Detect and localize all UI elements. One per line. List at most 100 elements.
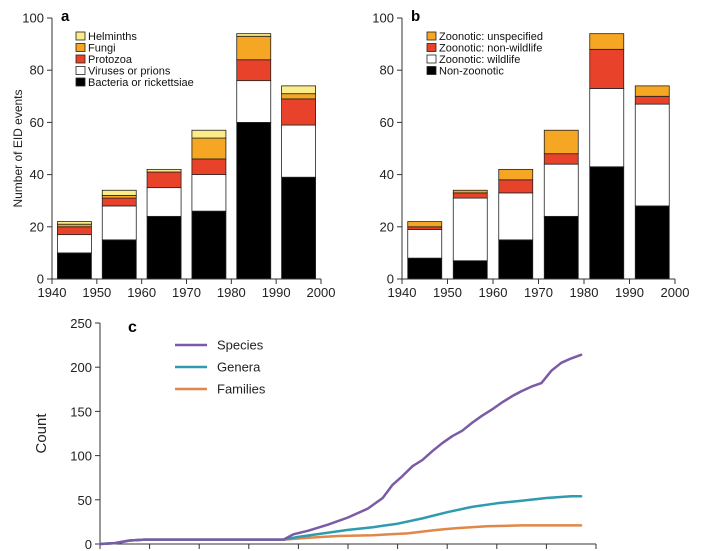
x-tick-label: 1980 [570,285,599,300]
legend-label: Protozoa [88,54,133,66]
x-tick-label: 1950 [82,285,111,300]
x-tick-label: 1970 [524,285,553,300]
bar-segment-1980s-protozoa [236,59,272,82]
legend-label: Zoonotic: wildlife [439,54,520,66]
bar-segment-1970s-zoonotic-unspecified [543,129,579,155]
bar-segment-1950s-protozoa [101,197,137,207]
x-tick-label: 1990 [262,285,291,300]
bar-segment-1980s-viruses-or-prions [236,80,272,123]
legend-swatch [426,31,437,41]
x-tick-label: 1990 [615,285,644,300]
bar-segment-1990s-bacteria-or-rickettsiae [281,176,316,280]
bar-segment-1940s-non-zoonotic [407,257,443,280]
y-tick-label: 60 [30,115,44,130]
bar-segment-1960s-zoonotic-unspecified [498,168,534,181]
x-tick-label: 2000 [307,285,336,300]
y-tick-label: 50 [78,493,92,508]
y-tick-label: 80 [380,63,394,78]
bar-segment-1950s-bacteria-or-rickettsiae [101,239,137,280]
bar-segment-1940s-helminths [57,221,92,225]
y-axis-label: Number of EID events [11,89,25,207]
y-tick-label: 60 [380,115,394,130]
bar-segment-1950s-non-zoonotic [452,260,488,280]
y-tick-label: 100 [70,449,92,464]
bar-segment-1970s-bacteria-or-rickettsiae [191,210,227,280]
legend-swatch [75,66,86,75]
bar-segment-1980s-zoonotic-non-wildlife [589,48,625,89]
panel-letter: c [128,319,137,336]
series-line-species [98,353,583,546]
bar-segment-1980s-bacteria-or-rickettsiae [236,122,272,280]
bar-segment-1970s-viruses-or-prions [191,174,227,212]
bar-segment-1970s-non-zoonotic [543,215,579,280]
bar-segment-1950s-helminths [101,189,137,196]
y-tick-label: 80 [30,63,44,78]
bar-segment-1940s-zoonotic-wildlife [407,229,443,259]
bar-segment-1990s-non-zoonotic [634,205,670,280]
legend-label: Zoonotic: non-wildlife [439,43,542,55]
bar-segment-1960s-viruses-or-prions [146,187,182,217]
bar-segment-1960s-bacteria-or-rickettsiae [146,215,182,280]
y-tick-label: 20 [30,219,44,234]
y-tick-label: 0 [37,272,44,287]
legend-label: Families [217,382,266,397]
panel-b: 1940 1950 1960 1970 1980 1990 2000 0 20 40 60 80 100… [372,8,689,300]
legend-swatch [426,66,437,75]
x-tick-label: 2000 [661,285,690,300]
bar-segment-1990s-viruses-or-prions [281,124,316,178]
series-line-families [98,524,583,546]
y-tick-label: 40 [30,167,44,182]
legend-swatch [75,43,86,52]
x-tick-label: 1970 [172,285,201,300]
bar-segment-1990s-zoonotic-unspecified [634,85,670,97]
bar-segment-1970s-helminths [191,129,227,139]
y-tick-label: 40 [380,167,394,182]
panel-a: 1940 1950 1960 1970 1980 1990 2000 0 20 40 60 80 100… [11,8,335,300]
x-tick-label: 1940 [38,285,67,300]
bar-segment-1970s-zoonotic-non-wildlife [543,153,579,165]
y-tick-label: 150 [70,404,92,419]
bar-segment-1940s-viruses-or-prions [57,234,92,254]
y-tick-label: 100 [22,11,44,26]
bar-segment-1950s-viruses-or-prions [101,205,137,241]
bar-segment-1980s-helminths [236,33,272,37]
x-tick-label: 1940 [388,285,417,300]
bar-segment-1980s-zoonotic-unspecified [589,33,625,50]
bar-segment-1990s-helminths [281,85,316,95]
bar-segment-1960s-zoonotic-wildlife [498,192,534,241]
bar-segment-1970s-protozoa [191,158,227,176]
bar-segment-1960s-helminths [146,168,182,173]
legend-swatch [426,54,437,64]
legend-label: Non-zoonotic [439,66,504,78]
legend-label: Species [217,338,264,353]
bar-segment-1950s-zoonotic-wildlife [452,197,488,262]
y-tick-label: 0 [387,272,394,287]
legend-label: Fungi [88,43,116,55]
legend-swatch [75,77,86,87]
bar-segment-1940s-bacteria-or-rickettsiae [57,252,92,280]
bar-segment-1990s-protozoa [281,98,316,126]
legend-label: Genera [217,360,261,375]
legend-label: Bacteria or rickettsiae [88,77,194,89]
y-tick-label: 200 [70,360,92,375]
y-tick-label: 250 [70,316,92,331]
legend-swatch [75,54,86,64]
bar-segment-1960s-protozoa [146,171,182,189]
bar-segment-1990s-fungi [281,93,316,100]
legend-label: Viruses or prions [88,66,171,78]
y-tick-label: 0 [85,537,92,551]
y-tick-label: 20 [380,219,394,234]
bar-segment-1990s-zoonotic-wildlife [634,103,670,207]
bar-segment-1960s-zoonotic-non-wildlife [498,179,534,194]
panel-c: 0 50 100 150 200 250 Species Genera Families c Cou… [33,316,597,551]
x-tick-label: 1980 [217,285,246,300]
bar-segment-1970s-zoonotic-wildlife [543,163,579,217]
bar-segment-1990s-zoonotic-non-wildlife [634,95,670,105]
bar-segment-1980s-non-zoonotic [589,166,625,280]
legend-swatch [75,31,86,41]
legend-label: Helminths [88,31,137,43]
bar-segment-1980s-zoonotic-wildlife [589,88,625,168]
bar-segment-1940s-protozoa [57,226,92,236]
legend-swatch [426,43,437,52]
